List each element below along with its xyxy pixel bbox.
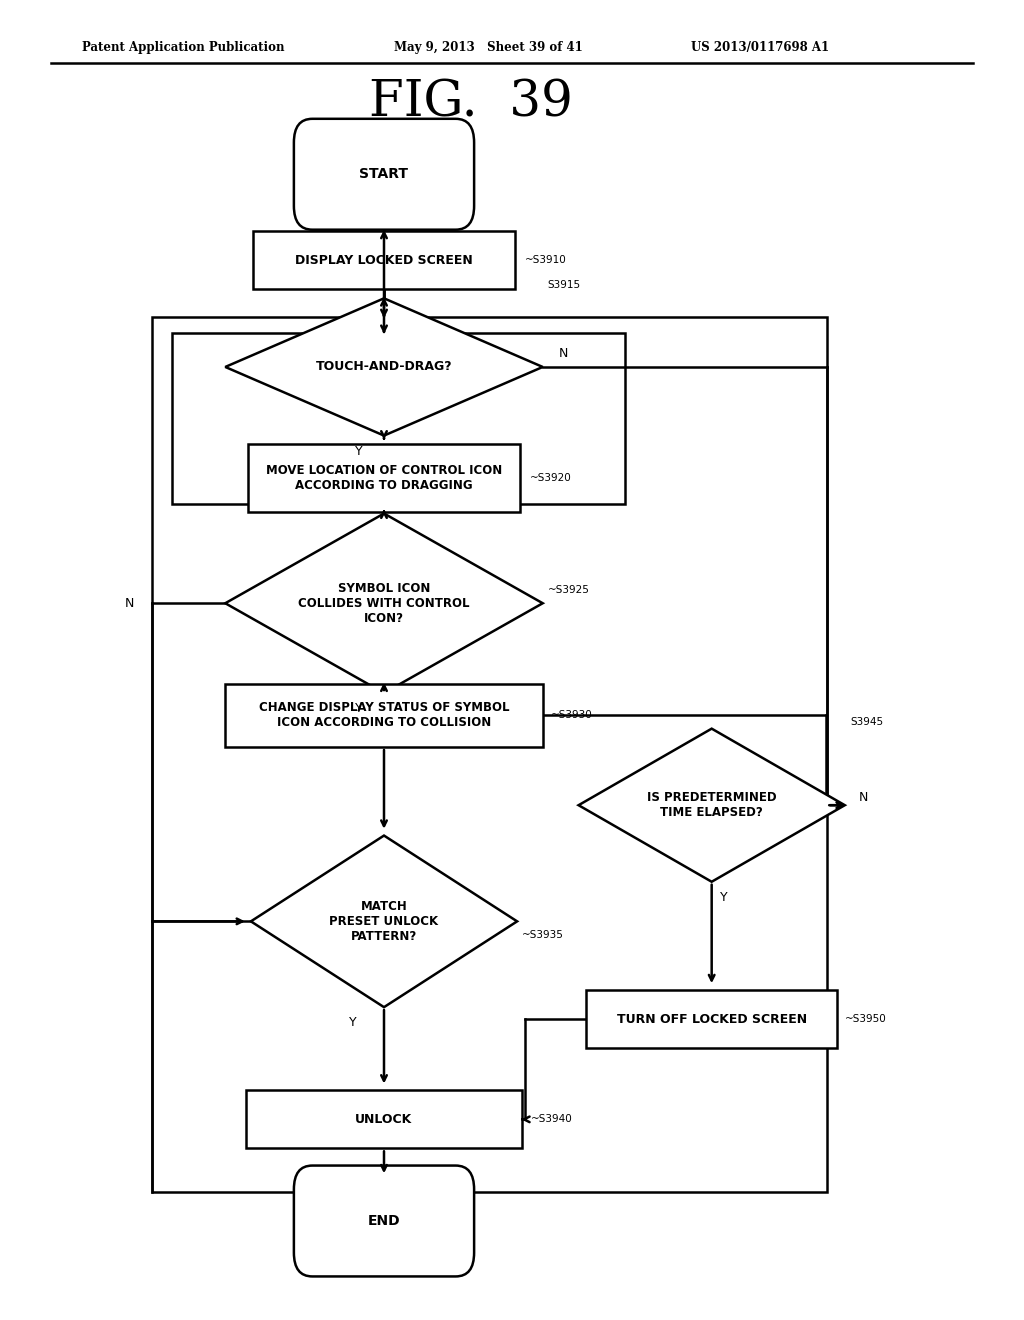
Text: ~S3930: ~S3930 [551, 710, 593, 721]
Bar [586, 990, 838, 1048]
FancyBboxPatch shape [294, 119, 474, 230]
Text: N: N [124, 597, 134, 610]
Text: ~S3950: ~S3950 [845, 1014, 887, 1024]
Text: ~S3935: ~S3935 [522, 929, 564, 940]
Text: US 2013/0117698 A1: US 2013/0117698 A1 [691, 41, 829, 54]
Bar [172, 333, 625, 504]
Text: TOUCH-AND-DRAG?: TOUCH-AND-DRAG? [315, 360, 453, 374]
Text: MATCH
PRESET UNLOCK
PATTERN?: MATCH PRESET UNLOCK PATTERN? [330, 900, 438, 942]
Polygon shape [225, 513, 543, 693]
Text: N: N [558, 347, 568, 360]
Bar [248, 444, 520, 512]
Text: MOVE LOCATION OF CONTROL ICON
ACCORDING TO DRAGGING: MOVE LOCATION OF CONTROL ICON ACCORDING … [266, 463, 502, 492]
Text: START: START [359, 168, 409, 181]
Text: SYMBOL ICON
COLLIDES WITH CONTROL
ICON?: SYMBOL ICON COLLIDES WITH CONTROL ICON? [298, 582, 470, 624]
Text: N: N [858, 791, 868, 804]
Text: Y: Y [354, 702, 362, 715]
Bar [152, 317, 827, 1192]
Text: END: END [368, 1214, 400, 1228]
Text: Y: Y [720, 891, 728, 904]
Text: May 9, 2013   Sheet 39 of 41: May 9, 2013 Sheet 39 of 41 [394, 41, 583, 54]
Text: DISPLAY LOCKED SCREEN: DISPLAY LOCKED SCREEN [295, 253, 473, 267]
Bar [254, 231, 514, 289]
Text: Y: Y [349, 1016, 357, 1030]
Text: CHANGE DISPLAY STATUS OF SYMBOL
ICON ACCORDING TO COLLISION: CHANGE DISPLAY STATUS OF SYMBOL ICON ACC… [259, 701, 509, 730]
Bar [246, 1090, 522, 1148]
Polygon shape [251, 836, 517, 1007]
Text: ~S3940: ~S3940 [530, 1114, 572, 1125]
Text: TURN OFF LOCKED SCREEN: TURN OFF LOCKED SCREEN [616, 1012, 807, 1026]
Polygon shape [225, 298, 543, 436]
Bar [225, 684, 543, 747]
Polygon shape [579, 729, 845, 882]
Text: Y: Y [354, 445, 362, 458]
Text: UNLOCK: UNLOCK [355, 1113, 413, 1126]
FancyBboxPatch shape [294, 1166, 474, 1276]
Text: FIG.  39: FIG. 39 [369, 78, 573, 128]
Text: IS PREDETERMINED
TIME ELAPSED?: IS PREDETERMINED TIME ELAPSED? [647, 791, 776, 820]
Text: S3945: S3945 [850, 717, 883, 727]
Text: ~S3925: ~S3925 [548, 585, 590, 595]
Text: Patent Application Publication: Patent Application Publication [82, 41, 285, 54]
Text: ~S3920: ~S3920 [530, 473, 571, 483]
Text: ~S3910: ~S3910 [524, 255, 566, 265]
Text: S3915: S3915 [548, 280, 581, 290]
